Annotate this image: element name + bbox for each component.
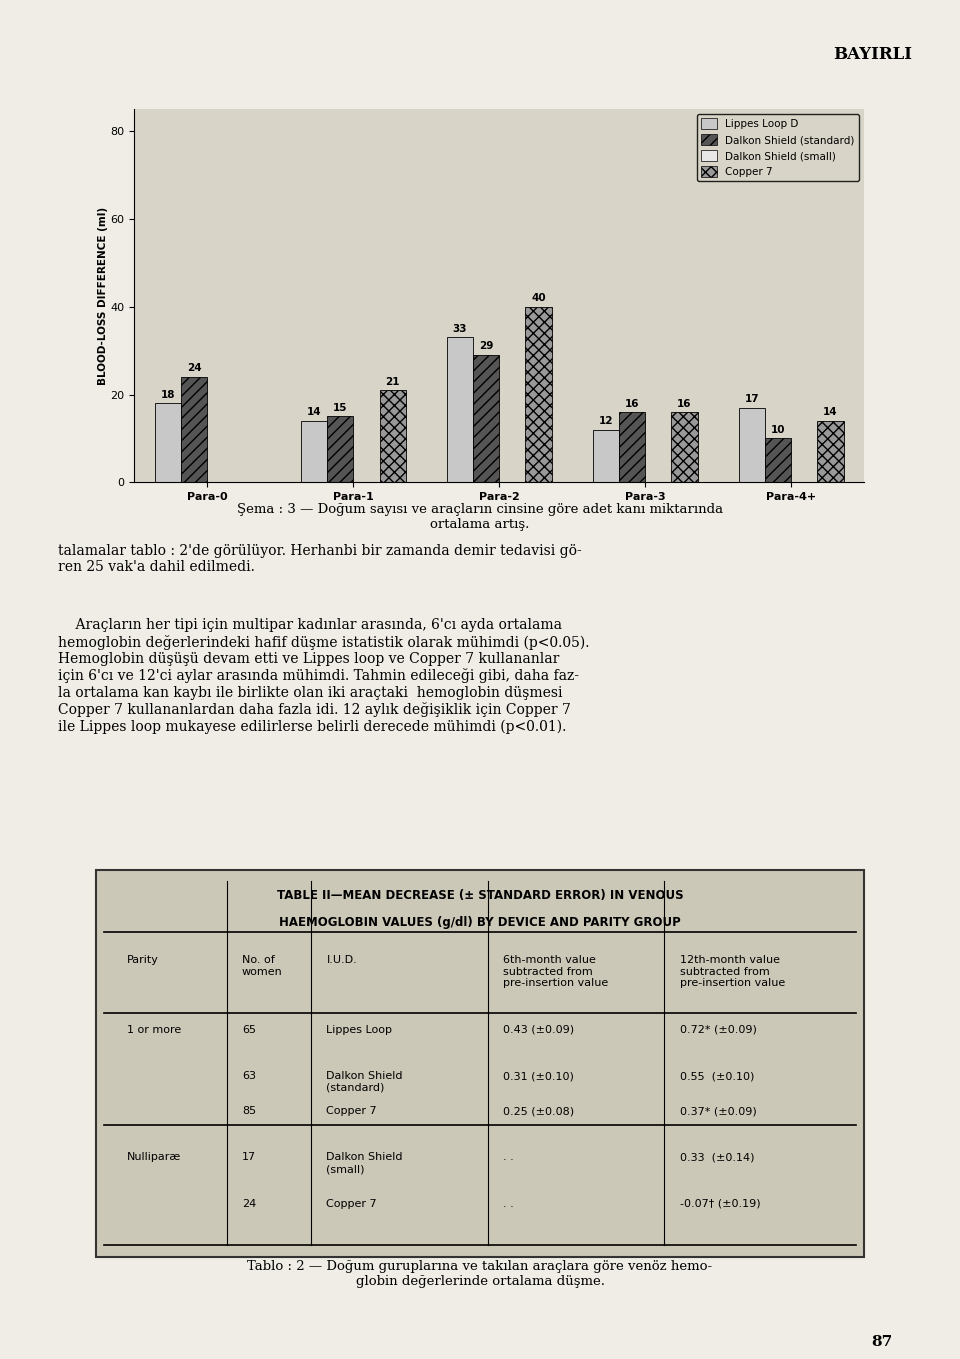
Text: No. of
women: No. of women bbox=[242, 955, 282, 977]
Text: Lippes Loop: Lippes Loop bbox=[326, 1025, 393, 1034]
Text: 12th-month value
subtracted from
pre-insertion value: 12th-month value subtracted from pre-ins… bbox=[680, 955, 785, 988]
Text: 16: 16 bbox=[625, 398, 639, 409]
Text: 87: 87 bbox=[872, 1335, 893, 1349]
Text: 12: 12 bbox=[598, 416, 613, 427]
Text: 17: 17 bbox=[242, 1152, 256, 1162]
Text: 1 or more: 1 or more bbox=[127, 1025, 181, 1034]
Text: Dalkon Shield
(standard): Dalkon Shield (standard) bbox=[326, 1071, 403, 1093]
Bar bbox=[181, 376, 207, 482]
Bar bbox=[446, 337, 473, 482]
Text: . .: . . bbox=[503, 1152, 514, 1162]
Text: HAEMOGLOBIN VALUES (g/dl) BY DEVICE AND PARITY GROUP: HAEMOGLOBIN VALUES (g/dl) BY DEVICE AND … bbox=[279, 916, 681, 930]
Text: Araçların her tipi için multipar kadınlar arasında, 6'cı ayda ortalama
hemoglobi: Araçların her tipi için multipar kadınla… bbox=[58, 618, 589, 734]
Text: 16: 16 bbox=[677, 398, 692, 409]
Text: 0.31 (±0.10): 0.31 (±0.10) bbox=[503, 1071, 574, 1082]
Text: 10: 10 bbox=[771, 425, 785, 435]
Text: talamalar tablo : 2'de görülüyor. Herhanbi bir zamanda demir tedavisi gö-
ren 25: talamalar tablo : 2'de görülüyor. Herhan… bbox=[58, 544, 582, 573]
Bar bbox=[817, 421, 844, 482]
Text: 18: 18 bbox=[160, 390, 176, 400]
Bar bbox=[327, 416, 353, 482]
Bar bbox=[473, 355, 499, 482]
Text: Dalkon Shield
(small): Dalkon Shield (small) bbox=[326, 1152, 403, 1174]
Text: Copper 7: Copper 7 bbox=[326, 1106, 377, 1116]
Text: 63: 63 bbox=[242, 1071, 256, 1082]
Bar bbox=[525, 307, 552, 482]
Text: I.U.D.: I.U.D. bbox=[326, 955, 357, 965]
Text: Nulliparæ: Nulliparæ bbox=[127, 1152, 181, 1162]
Text: 24: 24 bbox=[242, 1199, 256, 1210]
Text: . .: . . bbox=[503, 1199, 514, 1210]
Bar bbox=[155, 404, 181, 482]
Bar bbox=[592, 429, 619, 482]
Text: 0.43 (±0.09): 0.43 (±0.09) bbox=[503, 1025, 574, 1034]
Text: 40: 40 bbox=[531, 294, 546, 303]
Bar bbox=[738, 408, 765, 482]
Text: 29: 29 bbox=[479, 341, 493, 352]
Text: Parity: Parity bbox=[127, 955, 158, 965]
Text: 65: 65 bbox=[242, 1025, 256, 1034]
Text: TABLE II—MEAN DECREASE (± STANDARD ERROR) IN VENOUS: TABLE II—MEAN DECREASE (± STANDARD ERROR… bbox=[276, 889, 684, 902]
Text: 15: 15 bbox=[333, 404, 348, 413]
Text: 0.72* (±0.09): 0.72* (±0.09) bbox=[680, 1025, 756, 1034]
Text: 21: 21 bbox=[385, 376, 400, 386]
Text: 85: 85 bbox=[242, 1106, 256, 1116]
Text: Tablo : 2 — Doğum guruplarına ve takılan araçlara göre venöz hemo-
globin değerl: Tablo : 2 — Doğum guruplarına ve takılan… bbox=[248, 1260, 712, 1288]
Text: BAYIRLI: BAYIRLI bbox=[833, 46, 912, 63]
Text: 0.25 (±0.08): 0.25 (±0.08) bbox=[503, 1106, 574, 1116]
Legend: Lippes Loop D, Dalkon Shield (standard), Dalkon Shield (small), Copper 7: Lippes Loop D, Dalkon Shield (standard),… bbox=[697, 114, 859, 181]
Bar bbox=[379, 390, 406, 482]
Bar bbox=[765, 439, 791, 482]
Text: 14: 14 bbox=[306, 408, 322, 417]
Text: 24: 24 bbox=[187, 363, 202, 374]
Text: 0.55  (±0.10): 0.55 (±0.10) bbox=[680, 1071, 754, 1082]
Y-axis label: BLOOD-LOSS DIFFERENCE (ml): BLOOD-LOSS DIFFERENCE (ml) bbox=[98, 207, 108, 385]
Text: 33: 33 bbox=[452, 323, 468, 334]
Text: 0.33  (±0.14): 0.33 (±0.14) bbox=[680, 1152, 755, 1162]
Text: Copper 7: Copper 7 bbox=[326, 1199, 377, 1210]
Text: Şema : 3 — Doğum sayısı ve araçların cinsine göre adet kanı miktarında
ortalama : Şema : 3 — Doğum sayısı ve araçların cin… bbox=[237, 503, 723, 531]
Text: 6th-month value
subtracted from
pre-insertion value: 6th-month value subtracted from pre-inse… bbox=[503, 955, 609, 988]
Bar bbox=[300, 421, 327, 482]
Text: 0.37* (±0.09): 0.37* (±0.09) bbox=[680, 1106, 756, 1116]
Text: 17: 17 bbox=[744, 394, 759, 404]
Text: -0.07† (±0.19): -0.07† (±0.19) bbox=[680, 1199, 760, 1210]
Text: 14: 14 bbox=[823, 408, 838, 417]
Bar bbox=[619, 412, 645, 482]
Bar bbox=[671, 412, 698, 482]
